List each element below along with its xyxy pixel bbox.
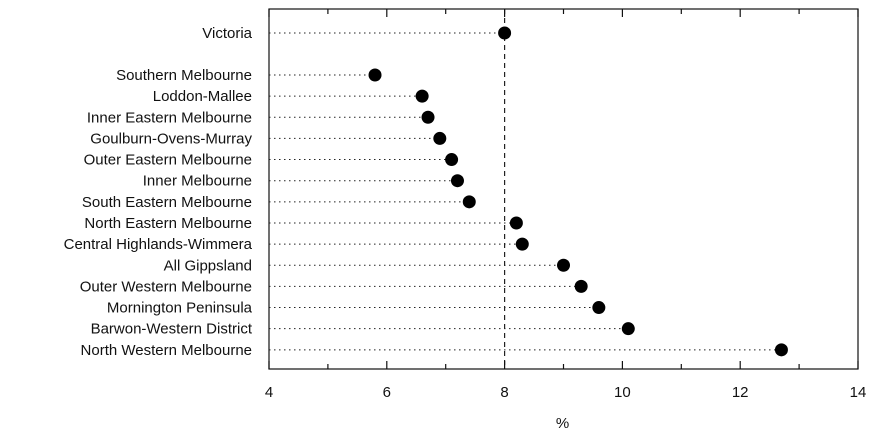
category-label: Outer Eastern Melbourne bbox=[84, 152, 252, 169]
data-point bbox=[621, 322, 635, 336]
x-tick-label: 12 bbox=[732, 384, 749, 401]
x-tick-label: 10 bbox=[614, 384, 631, 401]
category-label: South Eastern Melbourne bbox=[82, 194, 252, 211]
data-point bbox=[509, 216, 523, 230]
x-tick-label: 14 bbox=[850, 384, 867, 401]
category-label: North Eastern Melbourne bbox=[84, 215, 252, 232]
category-labels: Victoria Southern Melbourne Loddon-Mallee I… bbox=[64, 25, 253, 359]
category-label: Mornington Peninsula bbox=[107, 300, 253, 317]
category-label: All Gippsland bbox=[164, 257, 252, 274]
data-point bbox=[445, 153, 459, 167]
category-label: Victoria bbox=[202, 25, 252, 42]
data-point bbox=[574, 279, 588, 293]
data-point bbox=[433, 131, 447, 145]
category-label: Loddon-Mallee bbox=[153, 88, 252, 105]
data-points bbox=[368, 26, 788, 357]
data-point bbox=[450, 174, 464, 188]
category-label: Inner Eastern Melbourne bbox=[87, 109, 252, 126]
category-label: Inner Melbourne bbox=[143, 173, 252, 190]
x-tick-label: 6 bbox=[383, 384, 391, 401]
data-point bbox=[462, 195, 476, 209]
x-tick-label: 8 bbox=[500, 384, 508, 401]
x-axis-ticks: 4 6 8 10 12 14 bbox=[265, 9, 867, 401]
data-point bbox=[515, 237, 529, 251]
data-point bbox=[421, 110, 435, 124]
data-point bbox=[498, 26, 512, 40]
category-label: Central Highlands-Wimmera bbox=[64, 236, 253, 253]
guide-lines bbox=[269, 32, 782, 351]
x-tick-label: 4 bbox=[265, 384, 273, 401]
category-label: Outer Western Melbourne bbox=[80, 278, 252, 295]
data-point bbox=[774, 343, 788, 357]
category-label: North Western Melbourne bbox=[81, 342, 252, 359]
data-point bbox=[592, 301, 606, 315]
data-point bbox=[557, 258, 570, 272]
x-axis-title: % bbox=[556, 415, 569, 432]
category-label: Southern Melbourne bbox=[116, 67, 252, 84]
category-label: Goulburn-Ovens-Murray bbox=[90, 130, 252, 147]
data-point bbox=[368, 68, 382, 82]
data-point bbox=[415, 89, 429, 103]
plot-frame bbox=[268, 8, 859, 370]
category-label: Barwon-Western District bbox=[91, 321, 253, 338]
